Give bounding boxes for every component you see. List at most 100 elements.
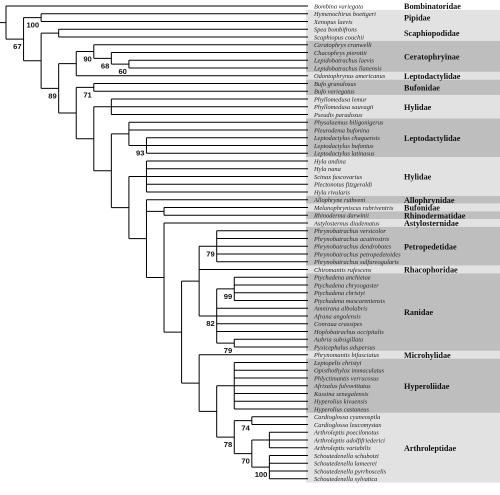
taxon-label: Leptopelis christyi: [313, 360, 362, 367]
tree-branches: [0, 5, 308, 480]
taxon-label: Scaphiopus couchii: [314, 34, 364, 41]
taxon-label: Melanophryniscus rubriventris: [313, 205, 394, 212]
taxon-label: Hyperolius kivuensis: [313, 399, 368, 406]
support-value: 90: [83, 55, 91, 64]
taxon-label: Astylosternus diadematus: [313, 220, 380, 227]
support-value: 100: [26, 21, 39, 30]
support-value: 78: [224, 440, 232, 449]
family-band: [306, 350, 500, 359]
taxon-label: Chacophrys pierottii: [314, 50, 367, 57]
family-label: Petropedetidae: [404, 242, 457, 251]
family-bands: [306, 9, 500, 483]
family-label: Ceratophryinae: [404, 52, 460, 61]
support-value: 60: [118, 67, 126, 76]
taxon-label: Phyllomedusa lemur: [313, 96, 367, 103]
family-label: Rhacophoridae: [404, 266, 458, 275]
taxon-label: Afrixalus fulvovittatus: [313, 383, 371, 390]
taxon-label: Phrynobatrachus acutirostris: [313, 236, 390, 243]
support-value: 82: [206, 319, 214, 328]
family-label: Rhinodermatidae: [404, 211, 466, 220]
family-band: [306, 211, 500, 220]
taxon-label: Cardioglossa cyaneospila: [314, 414, 380, 421]
taxon-label: Schoutedenella schubotzi: [314, 453, 379, 460]
family-band: [306, 118, 500, 158]
family-band: [306, 25, 500, 41]
family-band: [306, 71, 500, 80]
taxon-label: Phrynomantis bifasciatus: [313, 352, 380, 359]
taxon-label: Leptodactylus bufonius: [313, 143, 374, 150]
taxon-label: Arthroleptis poecilonotus: [313, 430, 379, 437]
taxon-label: Hymenochirus boettgeri: [313, 11, 376, 18]
taxon-label: Schoutedenella lameerei: [314, 461, 377, 468]
taxon-label: Phrynobatrachus sulfureogularis: [313, 259, 399, 266]
taxon-label: Xenopus laevis: [313, 19, 353, 26]
family-band: [306, 95, 500, 119]
family-label: Hyperoliidae: [404, 382, 450, 391]
taxon-label: Allophryne ruthveni: [313, 197, 366, 204]
family-label: Allophrynidae: [404, 196, 455, 205]
taxon-label: Ptychadena mascareniensis: [313, 298, 385, 305]
taxon-label: Ptychadena anchietae: [313, 275, 371, 282]
taxon-label: Kassina senegalensis: [313, 391, 369, 398]
taxon-label: Phlyctimantis verrucosus: [313, 375, 379, 382]
support-value: 100: [255, 470, 268, 479]
taxon-label: Rhinoderma darwinii: [313, 213, 369, 220]
family-label: Ranidae: [404, 308, 433, 317]
family-band: [306, 195, 500, 204]
support-value: 70: [241, 457, 249, 466]
family-label: Bufonidae: [404, 204, 440, 213]
taxon-label: Phrynobatrachus versicolor: [313, 228, 386, 235]
family-band: [306, 273, 500, 351]
taxon-label: Scinax fuscovarius: [314, 174, 363, 181]
taxon-label: Bufo variegatus: [314, 89, 355, 96]
taxon-label: Physalaemus biligonigerus: [313, 120, 384, 127]
taxon-label: Odontophrynus americanus: [314, 73, 386, 80]
taxon-label: Hyperolius castaneus: [313, 406, 369, 413]
taxon-label: Ceratophrys cranwelli: [314, 42, 372, 49]
taxon-label: Afrana angolensis: [313, 313, 361, 320]
taxon-label: Bombina variegata: [314, 3, 363, 10]
taxon-label: Hyla rivularis: [313, 189, 351, 196]
family-band: [306, 226, 500, 266]
support-value: 99: [224, 292, 232, 301]
taxon-label: Amnirana albolabris: [313, 306, 368, 313]
family-label: Scaphiopodidae: [404, 29, 460, 38]
family-label: Pipidae: [404, 14, 431, 23]
support-value: 71: [83, 90, 92, 99]
family-labels: Bombinatoridae Pipidae Scaphiopodidae Cerat…: [404, 2, 466, 453]
taxon-label: Opisthothylax immaculatus: [314, 368, 385, 375]
family-label: Leptodactylidae: [404, 72, 461, 81]
taxon-label: Pseudis paradoxus: [313, 112, 363, 119]
family-label: Hylidae: [404, 173, 432, 182]
taxon-label: Lepidobatrachus llanensis: [313, 65, 382, 72]
taxon-label: Hoplobatrachus occipitalis: [313, 329, 384, 336]
taxon-label: Hyla nana: [313, 166, 341, 173]
taxon-label: Cardioglossa leucomystax: [314, 422, 382, 429]
taxon-label: Leptodactylus latinasus: [313, 151, 375, 158]
taxon-label: Ptychadena christyi: [313, 290, 365, 297]
taxon-label: Schoutedenella sylvatica: [314, 476, 377, 483]
family-band: [306, 79, 500, 96]
support-value: 67: [13, 42, 21, 51]
family-label: Bombinatoridae: [404, 2, 461, 11]
support-value: 74: [241, 424, 250, 433]
support-value: 89: [48, 91, 56, 100]
family-band: [306, 40, 500, 72]
taxon-label: Arthroleptis adolfifriederici: [313, 437, 385, 444]
support-values: 100 60 68 90 71 93 79 99 79 82 74 100 70 78 89 67: [13, 21, 267, 480]
taxon-label: Conraua crassipes: [314, 321, 363, 328]
taxon-label: Phyllomedusa sauvagii: [313, 104, 374, 111]
family-label: Leptodactylidae: [404, 134, 461, 143]
taxon-label: Lepidobatrachus laevis: [313, 58, 374, 65]
taxon-label: Arthroleptis variabilis: [313, 445, 371, 452]
taxon-label: Schoutedenella pyrrhoscelis: [314, 468, 387, 475]
family-band: [306, 358, 500, 413]
taxon-label: Pyxicephalus adspersus: [313, 344, 376, 351]
family-label: Hylidae: [404, 103, 432, 112]
taxon-label: Pleurodema bufonina: [313, 127, 369, 134]
taxon-label: Leptodactylus chaquensis: [313, 135, 380, 142]
taxon-label: Hyla andina: [313, 158, 346, 165]
family-band: [306, 9, 500, 26]
taxon-label: Bufo granulosus: [314, 81, 357, 88]
